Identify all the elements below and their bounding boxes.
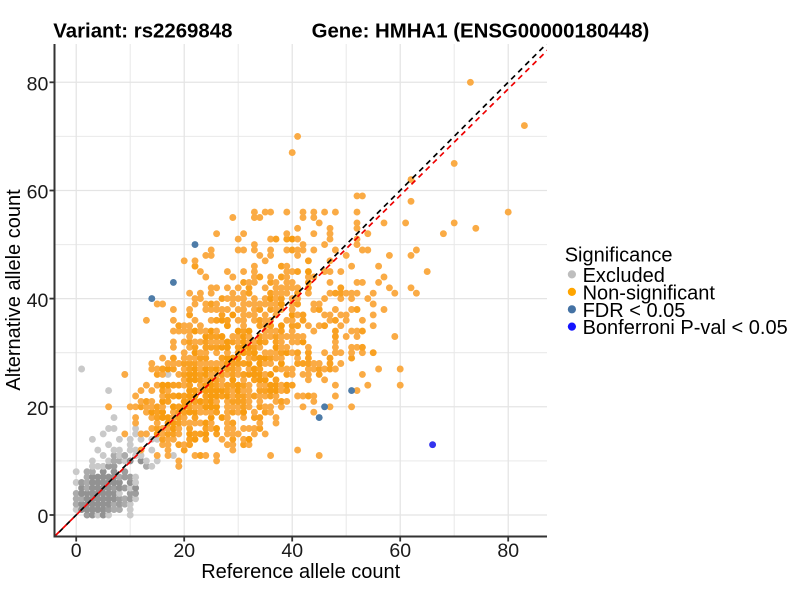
svg-text:FDR < 0.05: FDR < 0.05 [583, 300, 686, 322]
svg-text:60: 60 [27, 182, 49, 204]
svg-text:Bonferroni P-val < 0.05: Bonferroni P-val < 0.05 [583, 317, 788, 339]
svg-text:Variant: rs2269848: Variant: rs2269848 [53, 21, 232, 43]
svg-text:Significance: Significance [565, 245, 673, 267]
svg-text:Gene: HMHA1 (ENSG00000180448): Gene: HMHA1 (ENSG00000180448) [312, 21, 650, 43]
svg-text:20: 20 [173, 540, 195, 562]
svg-text:40: 40 [27, 290, 49, 312]
svg-text:0: 0 [71, 540, 82, 562]
svg-text:40: 40 [281, 540, 303, 562]
svg-text:Alternative allele count: Alternative allele count [3, 189, 25, 391]
svg-text:20: 20 [27, 398, 49, 420]
svg-text:Non-significant: Non-significant [583, 282, 716, 304]
svg-text:80: 80 [27, 74, 49, 96]
svg-text:0: 0 [37, 506, 48, 528]
svg-text:Reference allele count: Reference allele count [201, 561, 400, 583]
svg-text:Excluded: Excluded [583, 265, 665, 287]
svg-text:80: 80 [497, 540, 519, 562]
svg-text:60: 60 [389, 540, 411, 562]
